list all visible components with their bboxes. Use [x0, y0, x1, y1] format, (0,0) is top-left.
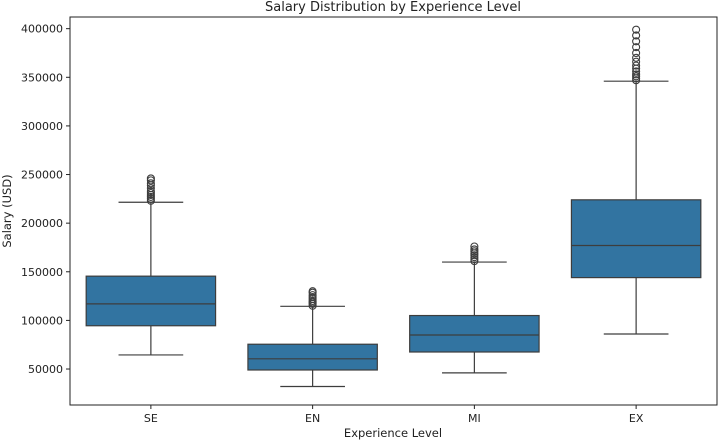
y-tick-label: 150000: [21, 266, 63, 279]
x-axis-title: Experience Level: [344, 426, 442, 440]
box-group-en: [247, 287, 378, 388]
y-tick-label: 50000: [28, 363, 63, 376]
iqr-box: [409, 314, 540, 353]
y-tick-label: 400000: [21, 23, 63, 36]
plot-area: [85, 25, 702, 388]
iqr-box: [85, 275, 217, 327]
y-tick-label: 250000: [21, 169, 63, 182]
outlier-point: [632, 31, 641, 40]
box-group-se: [85, 174, 217, 356]
y-tick-label: 200000: [21, 217, 63, 230]
outlier-point: [632, 25, 641, 34]
outlier-point: [308, 291, 317, 300]
y-tick-label: 350000: [21, 71, 63, 84]
outlier-point: [146, 174, 155, 183]
x-tick-label: EX: [629, 412, 644, 425]
outlier-point: [146, 187, 155, 196]
outlier-point: [146, 179, 155, 188]
x-tick-label: MI: [468, 412, 481, 425]
y-axis-title: Salary (USD): [0, 174, 14, 247]
outlier-point: [632, 53, 641, 62]
outlier-point: [632, 67, 641, 76]
outlier-point: [470, 242, 479, 251]
outlier-point: [632, 61, 641, 70]
iqr-box: [247, 343, 378, 371]
outlier-point: [146, 184, 155, 193]
y-axis: 50000 100000 150000 200000 250000 300000 35000…: [21, 23, 70, 376]
chart-title: Salary Distribution by Experience Level: [265, 0, 521, 15]
y-tick-label: 300000: [21, 120, 63, 133]
y-tick-label: 100000: [21, 314, 63, 327]
outlier-point: [308, 287, 317, 296]
outlier-point: [632, 48, 641, 58]
outlier-point: [632, 37, 641, 46]
outlier-point: [632, 43, 641, 52]
outlier-point: [632, 70, 641, 79]
x-tick-label: SE: [144, 412, 158, 425]
box-group-mi: [409, 242, 540, 374]
box-group-ex: [570, 25, 702, 335]
outlier-point: [470, 245, 479, 254]
x-axis: SE EN MI EX: [144, 405, 644, 425]
iqr-box: [570, 199, 702, 279]
outlier-point: [632, 57, 641, 66]
plot-frame: [69, 16, 718, 406]
x-tick-label: EN: [305, 412, 320, 425]
